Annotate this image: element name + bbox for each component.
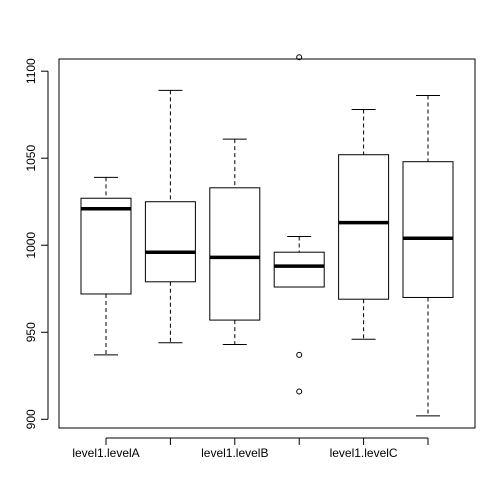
y-tick-label: 1000 [24, 232, 38, 259]
y-tick-label: 950 [24, 322, 38, 342]
plot-frame [58, 58, 476, 429]
box-iqr [273, 251, 325, 288]
box-4 [273, 54, 325, 395]
outlier-point [296, 54, 303, 61]
box-3 [209, 138, 261, 345]
outlier-point [296, 351, 303, 358]
y-tick-label: 1050 [24, 145, 38, 172]
box-iqr [144, 201, 196, 283]
box-iqr [402, 161, 454, 298]
x-tick-label: level1.levelB [201, 446, 268, 460]
y-tick-label: 1100 [24, 58, 38, 84]
box-iqr [80, 197, 132, 295]
box-2 [144, 89, 196, 344]
x-axis: level1.levelA level1.levelB level1.levelC [72, 437, 429, 460]
x-tick-label: level1.levelC [330, 446, 398, 460]
box-1 [80, 176, 132, 356]
y-axis: 900 950 1000 1050 1100 [24, 58, 49, 429]
box-5 [338, 108, 390, 340]
x-tick-label: level1.levelA [72, 446, 139, 460]
box-iqr [209, 187, 261, 321]
y-tick-label: 900 [24, 409, 38, 429]
outlier-point [296, 388, 303, 395]
box-series [80, 54, 454, 417]
box-iqr [338, 154, 390, 300]
box-6 [402, 95, 454, 417]
